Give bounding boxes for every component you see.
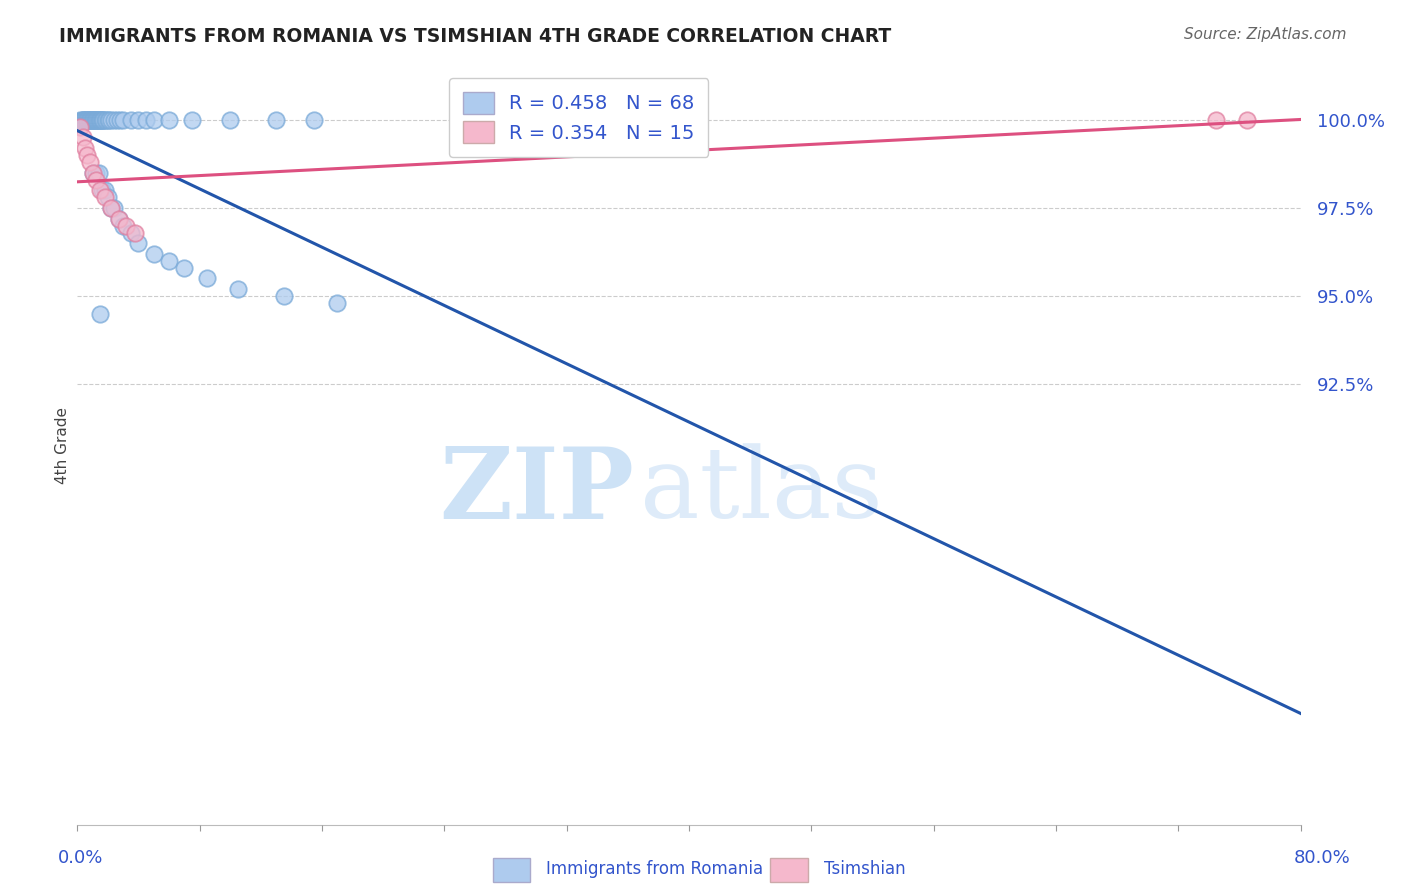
Point [304, 112, 326, 127]
Point [69, 112, 91, 127]
Point [90, 112, 112, 127]
Point [82, 112, 104, 127]
FancyBboxPatch shape [770, 858, 808, 881]
Point [87, 112, 110, 127]
Point [100, 201, 122, 215]
Point [76, 148, 98, 162]
Point [107, 211, 129, 226]
Point [79, 155, 101, 169]
Point [103, 112, 125, 127]
Point [98, 112, 121, 127]
Point [103, 201, 125, 215]
Point [84, 166, 107, 180]
Point [94, 112, 117, 127]
Point [107, 211, 129, 226]
Point [72, 112, 94, 127]
Point [79, 112, 101, 127]
Point [80, 112, 103, 127]
Point [100, 201, 122, 215]
Point [100, 112, 122, 127]
Point [264, 112, 287, 127]
Point [89, 112, 111, 127]
Text: 80.0%: 80.0% [1294, 848, 1350, 866]
Point [91, 112, 114, 127]
Point [89, 183, 111, 197]
Point [76, 112, 98, 127]
Point [82, 112, 104, 127]
Text: IMMIGRANTS FROM ROMANIA VS TSIMSHIAN 4TH GRADE CORRELATION CHART: IMMIGRANTS FROM ROMANIA VS TSIMSHIAN 4TH… [59, 27, 891, 45]
Point [84, 173, 107, 187]
Point [73, 141, 96, 155]
Point [94, 183, 117, 197]
Point [105, 112, 128, 127]
Text: Immigrants from Romania: Immigrants from Romania [546, 860, 763, 879]
Point [82, 166, 104, 180]
Point [86, 112, 108, 127]
Point [108, 112, 131, 127]
Point [83, 112, 105, 127]
Point [84, 112, 107, 127]
Point [195, 271, 218, 285]
Point [80, 112, 103, 127]
Point [112, 219, 135, 233]
Point [173, 260, 195, 275]
Text: ZIP: ZIP [439, 443, 634, 540]
Point [73, 112, 96, 127]
Point [79, 112, 101, 127]
Point [70, 112, 93, 127]
Point [94, 190, 117, 204]
Point [76, 112, 98, 127]
Text: atlas: atlas [640, 443, 883, 540]
Point [273, 289, 295, 303]
Point [97, 112, 120, 127]
Point [73, 112, 96, 127]
Point [72, 130, 94, 145]
Point [142, 112, 165, 127]
Text: 0.0%: 0.0% [58, 848, 103, 866]
Point [96, 112, 118, 127]
Point [97, 190, 120, 204]
Point [142, 247, 165, 261]
Point [120, 226, 142, 240]
Point [120, 112, 142, 127]
FancyBboxPatch shape [492, 858, 530, 881]
Point [326, 296, 349, 310]
Point [89, 112, 111, 127]
Point [157, 253, 180, 268]
Point [87, 112, 110, 127]
Y-axis label: 4th Grade: 4th Grade [55, 408, 70, 484]
Point [1236, 112, 1258, 127]
Point [77, 112, 100, 127]
Point [1205, 112, 1227, 127]
Point [181, 112, 204, 127]
Legend: R = 0.458   N = 68, R = 0.354   N = 15: R = 0.458 N = 68, R = 0.354 N = 15 [450, 78, 709, 157]
Point [127, 236, 149, 251]
Text: Tsimshian: Tsimshian [824, 860, 905, 879]
Text: Source: ZipAtlas.com: Source: ZipAtlas.com [1184, 27, 1347, 42]
Point [124, 226, 146, 240]
Point [115, 219, 138, 233]
Point [84, 112, 107, 127]
Point [72, 112, 94, 127]
Point [226, 282, 249, 296]
Point [219, 112, 242, 127]
Point [75, 112, 97, 127]
Point [69, 120, 91, 134]
Point [77, 112, 100, 127]
Point [89, 307, 111, 321]
Point [82, 166, 104, 180]
Point [112, 112, 135, 127]
Point [135, 112, 157, 127]
Point [127, 112, 149, 127]
Point [87, 166, 110, 180]
Point [90, 183, 112, 197]
Point [90, 112, 112, 127]
Point [157, 112, 180, 127]
Point [86, 112, 108, 127]
Point [91, 112, 114, 127]
